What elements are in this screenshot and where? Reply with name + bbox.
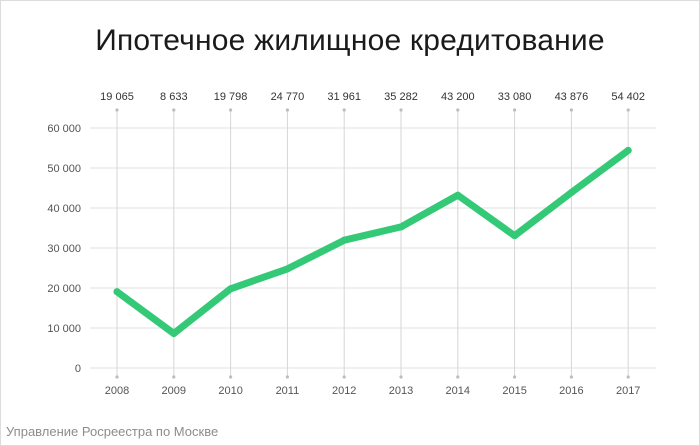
v-gridline-bottom-dot	[342, 375, 346, 379]
v-gridline-bottom-dot	[172, 375, 176, 379]
v-gridline-top-dot	[399, 108, 403, 112]
x-tick-label: 2016	[559, 385, 583, 397]
v-gridline-top-dot	[285, 108, 289, 112]
y-tick-label: 40 000	[47, 203, 81, 215]
x-tick-label: 2014	[446, 385, 470, 397]
data-label: 54 402	[611, 91, 645, 103]
x-tick-label: 2010	[218, 385, 242, 397]
series-line	[113, 146, 632, 337]
v-gridline-bottom-dot	[456, 375, 460, 379]
x-axis-tick-labels: 2008 2009 2010 2011 2012 2013 2014 2015 2016 2017	[105, 385, 641, 397]
v-gridline-bottom-dot	[399, 375, 403, 379]
v-gridline-bottom-dot	[229, 375, 233, 379]
data-label: 33 080	[498, 91, 532, 103]
data-point	[340, 236, 348, 244]
v-gridline-top-dot	[115, 108, 119, 112]
x-tick-label: 2011	[276, 385, 300, 397]
data-point	[454, 191, 462, 199]
y-axis-tick-labels: 0 10 000 20 000 30 000 40 000 50 000 60 000	[47, 123, 81, 375]
series-polyline	[113, 146, 632, 337]
y-tick-label: 20 000	[47, 283, 81, 295]
v-gridline-top-dot	[626, 108, 630, 112]
x-tick-label: 2017	[616, 385, 640, 397]
y-tick-label: 60 000	[47, 123, 81, 135]
v-gridline-bottom-dot	[626, 375, 630, 379]
data-label: 24 770	[271, 91, 305, 103]
x-tick-label: 2008	[105, 385, 129, 397]
data-point	[227, 285, 235, 293]
data-point	[511, 232, 519, 240]
data-label: 31 961	[327, 91, 361, 103]
v-gridline-top-dot	[456, 108, 460, 112]
vertical-gridlines	[115, 108, 630, 379]
data-point	[624, 146, 632, 154]
data-point	[170, 329, 178, 337]
x-tick-label: 2009	[162, 385, 186, 397]
v-gridline-top-dot	[229, 108, 233, 112]
source-caption: Управление Росреестра по Москве	[6, 424, 219, 439]
v-gridline-bottom-dot	[513, 375, 517, 379]
y-tick-label: 0	[75, 363, 81, 375]
v-gridline-top-dot	[172, 108, 176, 112]
data-label: 43 200	[441, 91, 475, 103]
chart-title: Ипотечное жилищное кредитование	[95, 24, 605, 57]
y-tick-label: 50 000	[47, 163, 81, 175]
data-label: 35 282	[384, 91, 418, 103]
x-tick-label: 2012	[332, 385, 356, 397]
data-point	[397, 223, 405, 231]
x-tick-label: 2015	[502, 385, 526, 397]
v-gridline-top-dot	[569, 108, 574, 112]
data-point	[567, 188, 575, 196]
y-tick-label: 30 000	[47, 243, 81, 255]
data-label: 19 798	[214, 91, 248, 103]
v-gridline-bottom-dot	[285, 375, 289, 379]
data-point	[283, 265, 291, 273]
v-gridline-bottom-dot	[115, 375, 119, 379]
data-point	[113, 288, 121, 296]
data-labels: 19 065 8 633 19 798 24 770 31 961 35 282 43 20…	[100, 91, 645, 103]
data-label: 19 065	[100, 91, 134, 103]
v-gridline-top-dot	[342, 108, 346, 112]
y-tick-label: 10 000	[47, 323, 81, 335]
data-label: 8 633	[160, 91, 188, 103]
x-tick-label: 2013	[389, 385, 413, 397]
v-gridline-bottom-dot	[569, 375, 574, 379]
data-label: 43 876	[555, 91, 589, 103]
v-gridline-top-dot	[513, 108, 517, 112]
